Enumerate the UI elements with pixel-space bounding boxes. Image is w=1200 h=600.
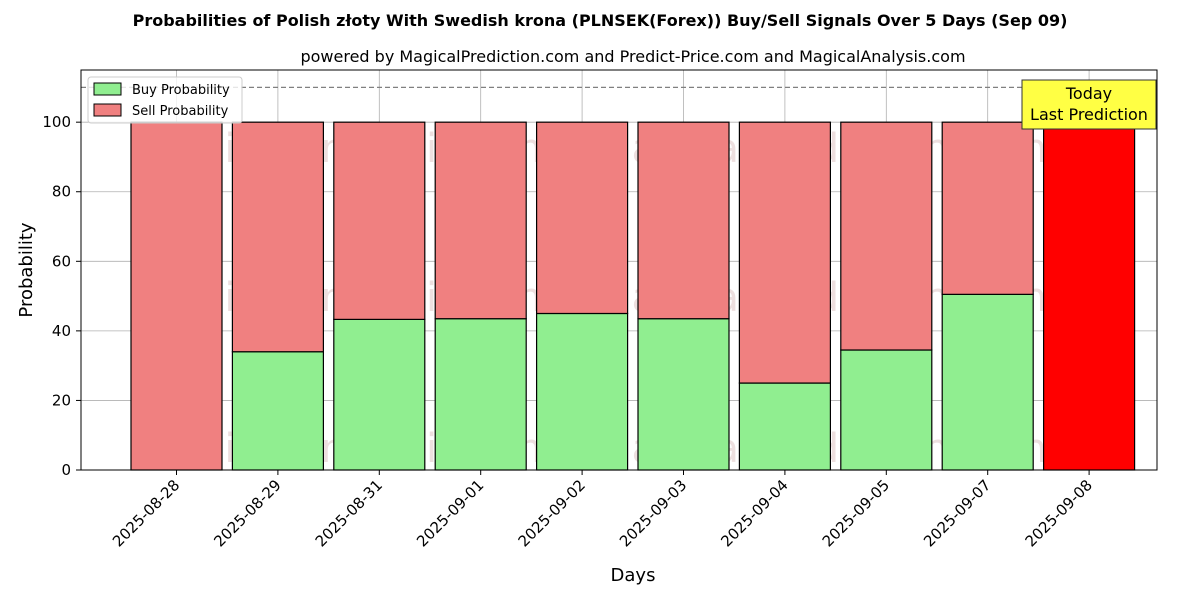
y-tick-label: 60: [52, 252, 71, 270]
bar-sell: [1042, 121, 1136, 471]
y-tick-label: 80: [52, 183, 71, 201]
legend-label: Sell Probability: [132, 104, 229, 119]
x-tick-label: 2025-09-08: [1022, 476, 1096, 550]
bar-sell: [840, 121, 933, 351]
bar-buy: [535, 312, 629, 471]
legend-label: Buy Probability: [132, 83, 230, 98]
chart-title: Probabilities of Polish złoty With Swedi…: [133, 11, 1068, 30]
bar-sell: [637, 121, 730, 320]
x-tick-label: 2025-09-02: [515, 476, 589, 550]
bar-sell: [130, 121, 223, 471]
y-tick-label: 0: [61, 461, 71, 479]
legend-swatch: [93, 82, 122, 96]
bar-buy: [637, 318, 730, 471]
x-axis-label: Days: [611, 565, 656, 586]
bar-buy: [231, 351, 324, 471]
bar-buy: [738, 382, 832, 471]
chart-subtitle: powered by MagicalPrediction.com and Pre…: [300, 47, 965, 66]
legend: Buy Probability Sell Probability: [87, 76, 243, 124]
annotation-box: [1021, 79, 1157, 130]
y-tick-label: 20: [52, 391, 71, 409]
x-tick-label: 2025-08-31: [312, 476, 386, 550]
y-axis-label: Probability: [16, 222, 37, 317]
annotation-text: Last Prediction: [1030, 105, 1148, 124]
plot-area-frame: [80, 69, 1158, 471]
x-tick-label: 2025-09-05: [819, 476, 893, 550]
bar-group: [130, 121, 1136, 471]
x-tick-label: 2025-09-01: [413, 476, 487, 550]
x-tick-label: 2025-08-28: [109, 476, 183, 550]
bar-sell: [434, 121, 527, 320]
x-tick-label: 2025-09-03: [616, 476, 690, 550]
bar-sell: [231, 121, 324, 353]
legend-swatch: [93, 103, 122, 117]
bar-buy: [333, 318, 426, 471]
x-axis: 2025-08-28 2025-08-29 2025-08-31 2025-09-01…: [109, 470, 1096, 550]
x-tick-label: 2025-09-04: [717, 476, 791, 550]
bar-buy: [434, 318, 527, 471]
x-tick-label: 2025-09-07: [920, 476, 994, 550]
bar-sell: [941, 121, 1034, 295]
today-annotation: Today Last Prediction: [1021, 79, 1157, 130]
bar-sell: [333, 121, 426, 320]
bar-buy: [941, 293, 1034, 471]
y-tick-label: 40: [52, 322, 71, 340]
y-tick-label: 100: [42, 113, 71, 131]
bar-buy: [840, 349, 933, 471]
legend-box: [87, 76, 243, 124]
annotation-text: Today: [1065, 84, 1112, 103]
y-axis: 0 20 40 60 80 100: [42, 113, 81, 479]
bar-sell: [738, 121, 832, 384]
x-tick-label: 2025-08-29: [210, 476, 284, 550]
bar-sell: [535, 121, 629, 315]
